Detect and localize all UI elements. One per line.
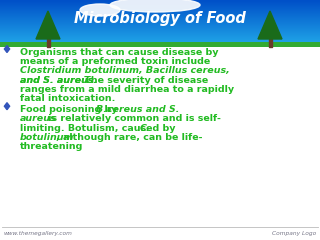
Text: aureus: aureus — [20, 114, 57, 123]
Text: and S. aureus.: and S. aureus. — [20, 76, 97, 85]
Text: C.: C. — [140, 124, 151, 132]
Text: Microbiology of Food: Microbiology of Food — [74, 12, 246, 26]
Text: limiting. Botulism, caused by: limiting. Botulism, caused by — [20, 124, 179, 132]
Text: is relatively common and is self-: is relatively common and is self- — [45, 114, 221, 123]
Polygon shape — [4, 103, 10, 110]
Text: threatening: threatening — [20, 142, 84, 151]
Text: Organisms that can cause disease by: Organisms that can cause disease by — [20, 48, 219, 57]
Polygon shape — [4, 46, 10, 53]
Ellipse shape — [110, 0, 200, 12]
Text: ranges from a mild diarrhea to a rapidly: ranges from a mild diarrhea to a rapidly — [20, 85, 234, 94]
Text: B.cereus and S.: B.cereus and S. — [96, 105, 180, 114]
Text: means of a preformed toxin include: means of a preformed toxin include — [20, 57, 210, 66]
Text: www.themegallery.com: www.themegallery.com — [4, 230, 73, 235]
Ellipse shape — [80, 4, 120, 16]
Text: fatal intoxication.: fatal intoxication. — [20, 94, 116, 103]
Text: , although rare, can be life-: , although rare, can be life- — [56, 133, 203, 142]
Text: botulinum: botulinum — [20, 133, 74, 142]
Text: and S. aureus.: and S. aureus. — [20, 76, 97, 85]
Text: Company Logo: Company Logo — [272, 230, 316, 235]
Polygon shape — [258, 11, 282, 39]
Text: Clostridium botulinum, Bacillus cereus,: Clostridium botulinum, Bacillus cereus, — [20, 66, 230, 75]
Polygon shape — [36, 11, 60, 39]
Text: The severity of disease: The severity of disease — [81, 76, 208, 85]
Text: Food poisoning by: Food poisoning by — [20, 105, 121, 114]
